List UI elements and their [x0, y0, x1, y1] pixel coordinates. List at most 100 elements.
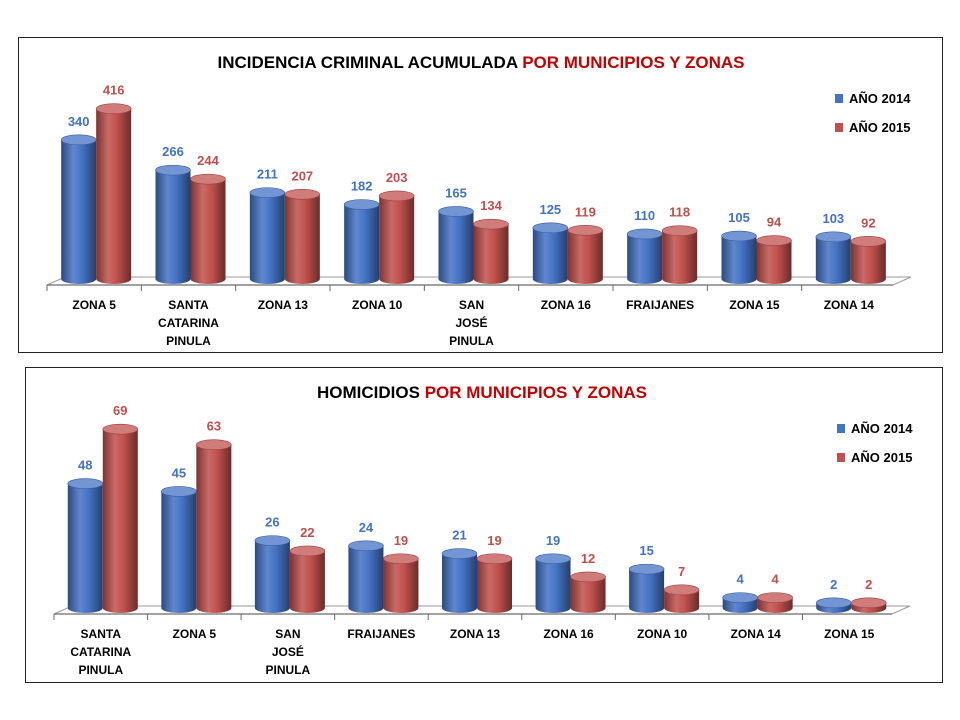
- data-label: 48: [78, 458, 92, 473]
- homicidios-chart-panel: HOMICIDIOS POR MUNICIPIOS Y ZONAS 48 69 SAN…: [25, 367, 943, 683]
- data-label: 63: [207, 419, 221, 434]
- bar-2014: [155, 164, 191, 284]
- data-label: 266: [162, 144, 184, 159]
- data-label: 45: [172, 465, 186, 480]
- bar-2014: [628, 563, 665, 613]
- data-label: 12: [581, 551, 595, 566]
- bar-2015: [196, 439, 232, 613]
- data-label: 207: [291, 168, 313, 183]
- data-label: 21: [452, 528, 466, 543]
- bar-2014: [60, 134, 97, 284]
- data-label: 22: [300, 525, 314, 540]
- bar-2015: [663, 584, 700, 613]
- chart-title-highlight: POR MUNICIPIOS Y ZONAS: [522, 53, 744, 72]
- x-tick-label: SANTA CATARINA PINULA: [70, 627, 131, 677]
- bar-2015: [383, 553, 419, 613]
- bar-2015: [661, 225, 698, 284]
- bar-2015: [289, 545, 326, 613]
- data-label: 211: [257, 167, 278, 182]
- x-tick-label: ZONA 5: [173, 627, 217, 641]
- x-tick-label: SAN JOSÉ PINULA: [449, 298, 494, 348]
- data-label: 19: [546, 533, 560, 548]
- data-label: 24: [359, 520, 374, 535]
- chart-title-main: HOMICIDIOS: [317, 383, 425, 402]
- incidencia-chart: INCIDENCIA CRIMINAL ACUMULADA POR MUNICI…: [46, 53, 912, 348]
- data-label: 2: [830, 577, 837, 592]
- bar-2014: [348, 540, 384, 613]
- bar-2014: [722, 592, 758, 613]
- chart-title: HOMICIDIOS POR MUNICIPIOS Y ZONAS: [317, 383, 647, 402]
- bar-2015: [757, 592, 793, 613]
- legend-label: AÑO 2015: [851, 450, 912, 465]
- bar-2014: [535, 553, 571, 613]
- data-label: 19: [394, 533, 408, 548]
- data-label: 105: [728, 210, 750, 225]
- x-tick-label: ZONA 5: [72, 298, 116, 312]
- data-label: 134: [480, 198, 502, 213]
- x-tick-label: FRAIJANES: [626, 298, 694, 312]
- data-label: 165: [445, 185, 467, 200]
- bar-2015: [567, 224, 604, 284]
- bar-2015: [473, 218, 509, 284]
- bar-2015: [95, 103, 132, 285]
- legend-swatch: [837, 453, 845, 462]
- data-label: 7: [678, 564, 685, 579]
- data-label: 119: [575, 204, 596, 219]
- bar-2014: [815, 597, 852, 613]
- bar-2015: [850, 597, 887, 613]
- data-label: 125: [539, 202, 561, 217]
- x-tick-label: SANTA CATARINA PINULA: [158, 298, 219, 348]
- bar-2014: [721, 230, 757, 284]
- homicidios-chart: HOMICIDIOS POR MUNICIPIOS Y ZONAS 48 69 SAN…: [53, 383, 913, 677]
- data-label: 416: [103, 83, 125, 98]
- x-tick-label: ZONA 10: [637, 627, 688, 641]
- x-tick-label: ZONA 13: [258, 298, 309, 312]
- bar-2015: [102, 423, 139, 613]
- bar-2014: [626, 228, 663, 284]
- data-label: 94: [767, 215, 782, 230]
- bar-2014: [67, 478, 104, 613]
- data-label: 203: [386, 170, 408, 185]
- bar-2015: [476, 553, 513, 613]
- data-label: 19: [487, 533, 501, 548]
- data-label: 118: [669, 205, 690, 220]
- x-tick-label: ZONA 13: [450, 627, 501, 641]
- data-label: 244: [197, 153, 219, 168]
- legend-swatch: [835, 123, 843, 132]
- data-label: 182: [351, 179, 373, 194]
- incidencia-chart-panel: INCIDENCIA CRIMINAL ACUMULADA POR MUNICI…: [18, 37, 943, 353]
- bar-2015: [850, 236, 887, 284]
- legend-label: AÑO 2014: [849, 91, 911, 106]
- data-label: 110: [634, 208, 655, 223]
- x-tick-label: ZONA 14: [731, 627, 782, 641]
- data-label: 2: [865, 577, 872, 592]
- x-tick-label: ZONA 16: [541, 298, 592, 312]
- x-tick-label: ZONA 15: [824, 627, 875, 641]
- bar-2015: [190, 173, 226, 284]
- bar-2014: [343, 199, 380, 284]
- bar-2015: [284, 188, 321, 284]
- chart-title: INCIDENCIA CRIMINAL ACUMULADA POR MUNICI…: [217, 53, 744, 72]
- x-tick-label: ZONA 16: [543, 627, 594, 641]
- x-tick-label: ZONA 15: [729, 298, 780, 312]
- x-tick-label: ZONA 10: [352, 298, 403, 312]
- data-label: 92: [861, 215, 875, 230]
- bar-2014: [254, 535, 291, 613]
- legend-label: AÑO 2015: [849, 120, 910, 135]
- bar-2015: [378, 190, 415, 284]
- data-label: 103: [822, 211, 844, 226]
- bar-2014: [249, 187, 286, 284]
- chart-title-main: INCIDENCIA CRIMINAL ACUMULADA: [217, 53, 522, 72]
- data-label: 4: [772, 572, 780, 587]
- legend-label: AÑO 2014: [851, 421, 913, 436]
- legend-swatch: [837, 424, 845, 433]
- data-label: 340: [68, 114, 90, 129]
- bar-2014: [438, 206, 474, 284]
- chart-title-highlight: POR MUNICIPIOS Y ZONAS: [425, 383, 647, 402]
- bar-2014: [441, 548, 478, 613]
- bar-2014: [161, 486, 197, 613]
- x-tick-label: FRAIJANES: [347, 627, 415, 641]
- x-tick-label: ZONA 14: [824, 298, 875, 312]
- data-label: 26: [265, 515, 279, 530]
- bar-2015: [756, 235, 792, 284]
